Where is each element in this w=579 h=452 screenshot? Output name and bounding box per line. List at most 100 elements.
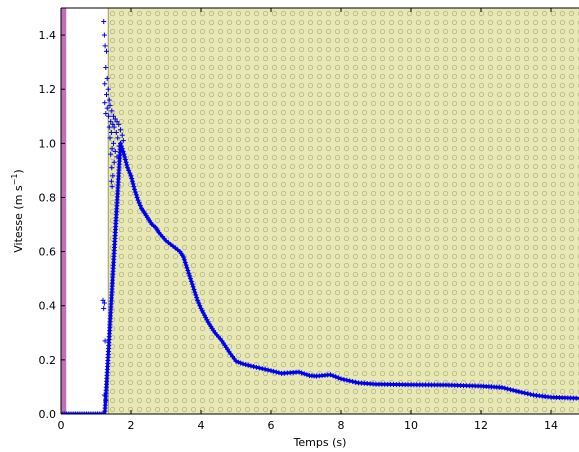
data-point xyxy=(502,385,508,391)
data-point xyxy=(510,387,516,393)
scatter-point xyxy=(101,392,107,398)
data-point xyxy=(335,375,341,381)
data-point xyxy=(296,369,302,375)
scatter-point xyxy=(104,105,110,111)
scatter-point xyxy=(104,75,110,81)
data-point xyxy=(124,162,130,168)
data-point xyxy=(338,376,344,382)
data-point xyxy=(129,176,135,182)
data-point xyxy=(69,411,75,414)
data-point xyxy=(182,259,188,265)
scatter-point xyxy=(113,130,119,136)
data-point xyxy=(76,411,82,414)
data-point xyxy=(516,389,522,395)
scatter-point xyxy=(102,100,108,106)
y-tick-label: 0.0 xyxy=(39,408,57,421)
data-point xyxy=(196,300,202,306)
scatter-point xyxy=(103,65,109,71)
scatter-point xyxy=(107,102,113,108)
data-point xyxy=(89,411,95,414)
y-axis-label-exponent: −1 xyxy=(10,174,19,186)
data-point xyxy=(122,154,128,160)
scatter-point xyxy=(114,154,120,160)
data-point xyxy=(82,411,88,414)
data-point xyxy=(328,372,333,378)
data-point xyxy=(87,411,93,414)
scatter-point xyxy=(109,165,115,171)
y-tick-label: 1.2 xyxy=(39,83,57,96)
data-point xyxy=(522,390,528,396)
scatter-point xyxy=(112,116,118,122)
scatter-point xyxy=(101,32,107,38)
data-point xyxy=(85,411,91,414)
scatter-point xyxy=(106,97,112,103)
scatter-point xyxy=(106,124,112,130)
y-tick-label: 0.4 xyxy=(39,300,57,313)
data-point xyxy=(256,365,262,371)
y-axis-ticks: 0.0 0.2 0.4 0.6 0.8 1.0 1.2 1.4 xyxy=(39,29,65,421)
y-tick-label: 0.2 xyxy=(39,354,57,367)
data-point xyxy=(330,373,336,379)
scatter-point xyxy=(108,151,114,157)
data-point xyxy=(199,308,205,314)
data-point xyxy=(519,389,525,395)
x-axis-ticks: 0 2 4 6 8 10 12 14 xyxy=(58,8,558,432)
data-point xyxy=(188,278,194,284)
scatter-point xyxy=(102,43,108,49)
x-tick-label: 0 xyxy=(58,419,65,432)
data-point xyxy=(132,189,138,195)
scatter-point xyxy=(100,297,106,303)
data-point xyxy=(122,157,128,163)
data-point xyxy=(507,387,513,393)
y-tick-label: 1.0 xyxy=(39,137,57,150)
x-tick-label: 14 xyxy=(544,419,558,432)
data-point xyxy=(341,376,347,382)
data-point xyxy=(276,370,282,376)
data-point xyxy=(61,411,66,414)
data-point xyxy=(195,297,200,303)
data-point xyxy=(333,374,339,380)
data-point xyxy=(271,368,277,374)
scatter-point xyxy=(111,140,116,146)
data-point xyxy=(197,303,203,309)
data-point xyxy=(235,359,241,365)
scatter-point xyxy=(110,173,116,179)
data-point xyxy=(127,170,133,176)
data-point xyxy=(73,411,79,414)
scatter-point xyxy=(101,19,107,25)
data-point xyxy=(301,371,307,377)
data-point xyxy=(132,186,137,192)
data-point xyxy=(65,411,71,414)
x-tick-label: 8 xyxy=(338,419,345,432)
data-point xyxy=(137,203,143,209)
scatter-point xyxy=(104,48,109,54)
scatter-point xyxy=(104,92,109,98)
data-point xyxy=(133,192,139,198)
data-point xyxy=(499,384,505,390)
data-point xyxy=(78,411,84,414)
data-point xyxy=(528,391,534,397)
data-point xyxy=(84,411,90,414)
scatter-point xyxy=(108,119,114,125)
data-point xyxy=(238,360,244,366)
data-point xyxy=(129,178,135,184)
scatter-point xyxy=(118,127,123,133)
data-point xyxy=(188,276,193,282)
data-point xyxy=(71,411,77,414)
data-point xyxy=(135,197,141,203)
data-point xyxy=(299,370,305,376)
data-point xyxy=(125,165,130,171)
data-point xyxy=(194,295,200,301)
data-point xyxy=(245,362,251,368)
scatter-point xyxy=(111,113,116,119)
data-point xyxy=(353,379,359,385)
data-point xyxy=(118,140,123,146)
scatter-point xyxy=(116,143,122,149)
scattered-points xyxy=(100,19,126,403)
data-point xyxy=(184,265,190,271)
scatter-point xyxy=(103,397,109,403)
data-point xyxy=(265,367,271,373)
data-point xyxy=(243,362,249,368)
scatter-point xyxy=(108,178,114,184)
